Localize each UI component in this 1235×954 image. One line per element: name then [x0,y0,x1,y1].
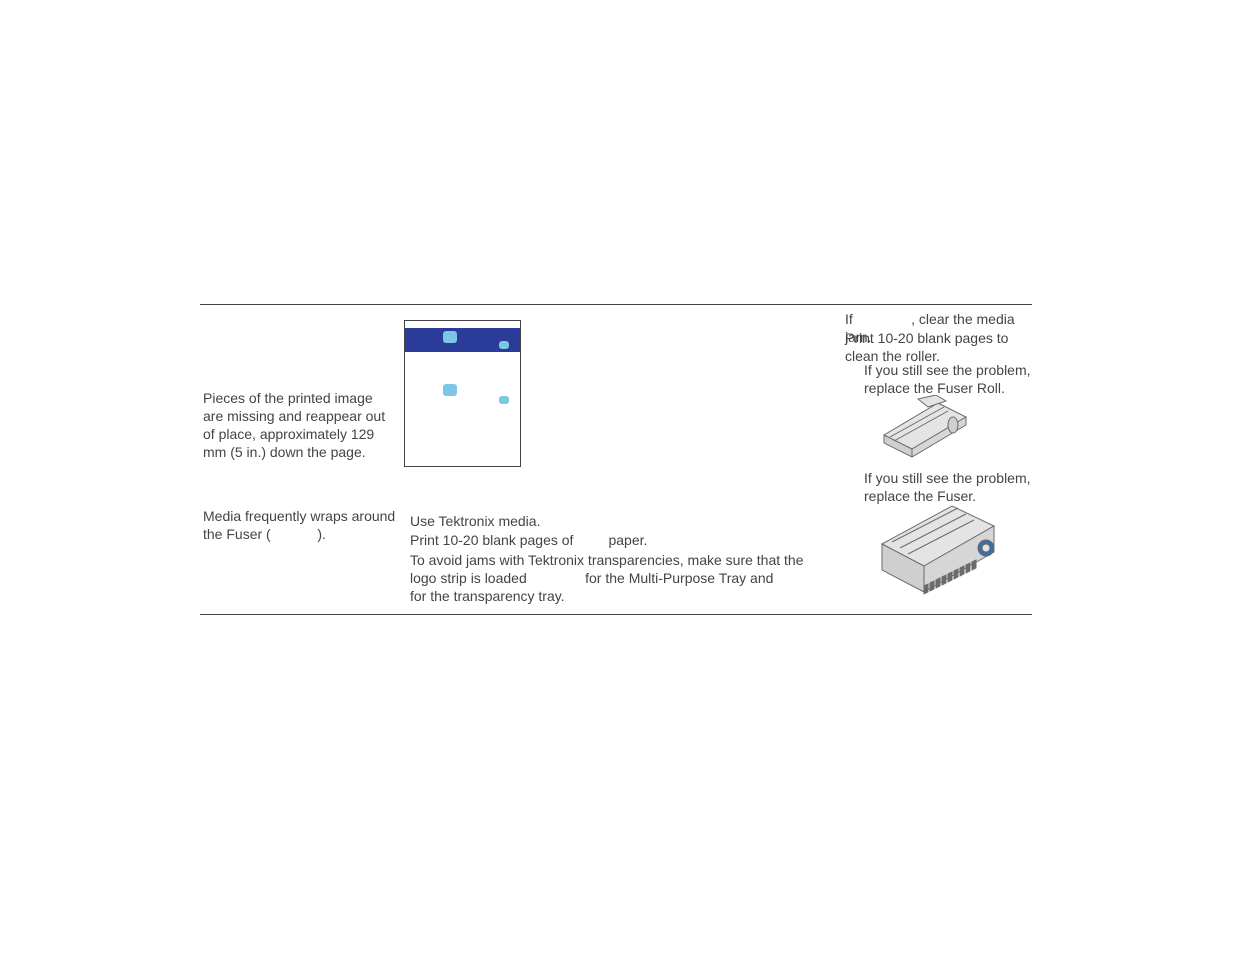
print-sample-thumbnail [404,320,521,467]
row2-problem-text: Media frequently wraps around the Fuser … [203,508,403,544]
top-rule [200,304,1032,305]
sample-blob [499,341,509,349]
sample-blob [499,396,509,404]
row1-problem-text: Pieces of the printed image are missing … [203,390,393,462]
fuser-roll-illustration [878,395,970,463]
row2-sol-line2: Print 10-20 blank pages of paper. [410,532,820,550]
bottom-rule [200,614,1032,615]
row1-sol-sub1: If you still see the problem, replace th… [864,362,1034,398]
sample-blob [443,331,457,343]
row2-sol-line3: To avoid jams with Tektronix transparenc… [410,552,820,606]
sample-blob [443,384,457,396]
page: Pieces of the printed image are missing … [0,0,1235,954]
row1-sol-line2: Print 10-20 blank pages to clean the rol… [845,330,1035,366]
row2-sol-line1: Use Tektronix media. [410,513,820,531]
fuser-illustration [878,500,998,604]
